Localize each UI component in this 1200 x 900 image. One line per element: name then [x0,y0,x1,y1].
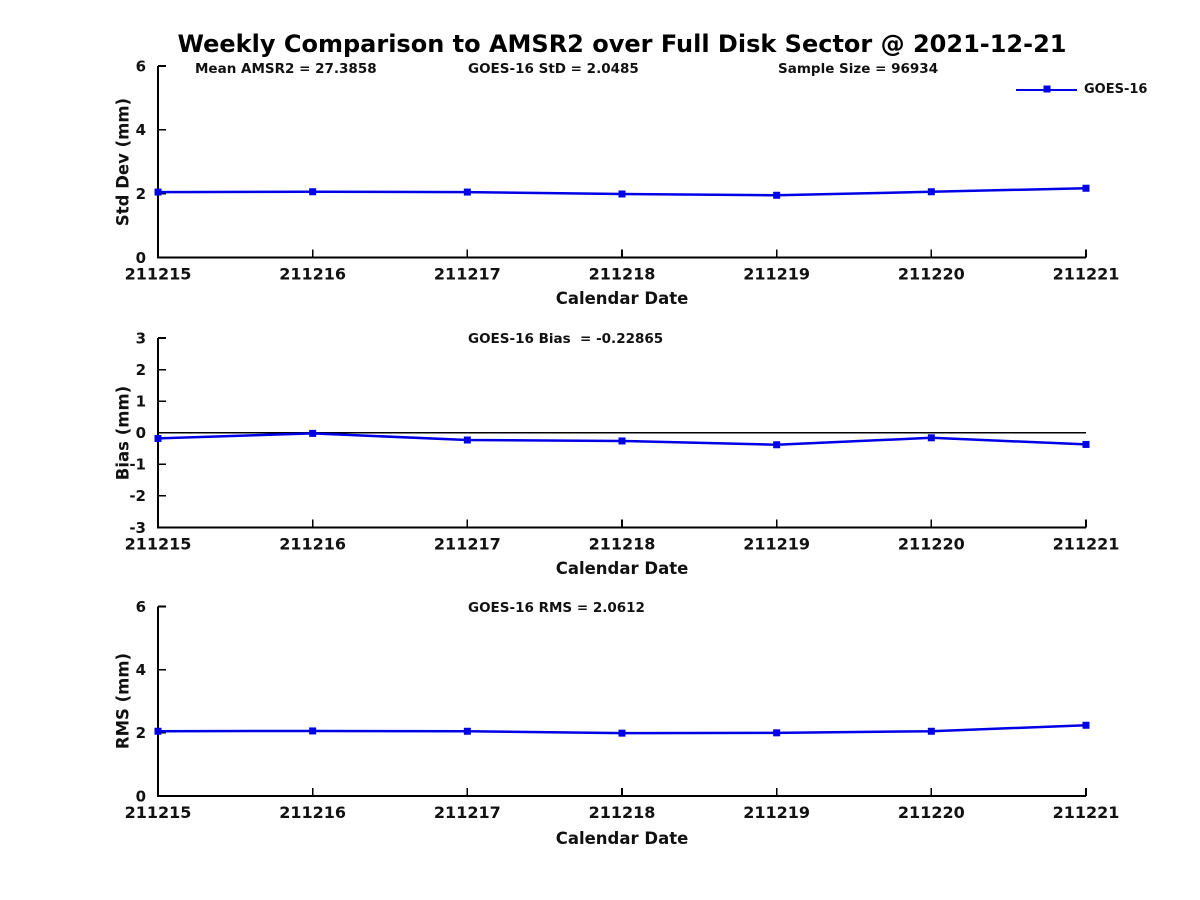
x-tick-label: 211219 [743,265,810,284]
x-tick-label: 211215 [125,535,192,554]
y-tick-label: 6 [136,57,146,75]
data-point-marker [927,188,935,196]
data-point-marker [618,729,626,737]
y-tick-label: 0 [136,249,146,267]
y-tick-label: 3 [136,329,146,347]
y-tick-label: 2 [136,185,146,203]
data-point-marker [463,727,471,735]
y-tick-label: 2 [136,361,146,379]
y-tick-label: 0 [136,787,146,805]
x-tick-label: 211220 [898,265,965,284]
x-tick-label: 211217 [434,265,501,284]
data-point-marker [154,727,162,735]
y-tick-label: 1 [136,392,146,410]
x-axis-label-calendar-date-1: Calendar Date [555,289,689,308]
x-tick-label: 211215 [125,265,192,284]
x-tick-label: 211216 [279,535,346,554]
y-tick-label: 4 [136,661,146,679]
x-tick-label: 211217 [434,535,501,554]
chart-title: Weekly Comparison to AMSR2 over Full Dis… [177,30,1067,58]
data-point-marker [1082,440,1090,448]
annotation-goes16-std: GOES-16 StD = 2.0485 [468,61,639,77]
annotation-mean-amsr2: Mean AMSR2 = 27.3858 [195,61,377,77]
x-tick-label: 211218 [589,265,656,284]
x-tick-label: 211216 [279,265,346,284]
y-tick-label: 6 [136,598,146,616]
y-tick-label: -2 [129,487,146,505]
legend-line-sample [1016,85,1077,93]
x-tick-label: 211219 [743,535,810,554]
data-point-marker [154,188,162,196]
legend-label: GOES-16 [1084,82,1148,97]
data-point-marker [1082,184,1090,192]
y-tick-label: 4 [136,121,146,139]
annotation-sample-size: Sample Size = 96934 [778,61,939,77]
x-tick-label: 211220 [898,803,965,822]
data-point-marker [463,188,471,196]
data-point-marker [309,429,317,437]
legend-square-marker-icon [1043,85,1050,93]
data-point-marker [773,729,781,737]
x-axis-label-calendar-date-2: Calendar Date [555,559,689,578]
data-point-marker [773,191,781,199]
data-point-marker [309,727,317,735]
x-tick-label: 211220 [898,535,965,554]
y-tick-label: 2 [136,724,146,742]
x-tick-label: 211219 [743,803,810,822]
x-tick-label: 211221 [1053,535,1120,554]
x-tick-label: 211218 [589,803,656,822]
x-tick-label: 211221 [1053,803,1120,822]
data-point-marker [1082,721,1090,729]
y-axis-label-bias: Bias (mm) [113,385,133,481]
data-point-marker [927,727,935,735]
legend: GOES-16 [1016,81,1147,98]
x-tick-label: 211216 [279,803,346,822]
y-tick-label: -1 [129,456,146,474]
y-axis-label-std-dev: Std Dev (mm) [113,97,133,227]
x-tick-label: 211215 [125,803,192,822]
annotation-goes16-rms: GOES-16 RMS = 2.0612 [468,600,645,616]
data-point-marker [773,441,781,449]
x-axis-label-calendar-date-3: Calendar Date [555,829,689,848]
data-point-marker [618,437,626,445]
data-point-marker [309,188,317,196]
data-point-marker [618,190,626,198]
data-point-marker [927,434,935,442]
y-axis-label-rms: RMS (mm) [113,652,133,750]
y-tick-label: -3 [129,519,146,537]
y-tick-label: 0 [136,424,146,442]
annotation-goes16-bias: GOES-16 Bias = -0.22865 [468,331,664,347]
x-tick-label: 211217 [434,803,501,822]
x-tick-label: 211221 [1053,265,1120,284]
x-tick-label: 211218 [589,535,656,554]
data-point-marker [154,434,162,442]
data-point-marker [463,436,471,444]
